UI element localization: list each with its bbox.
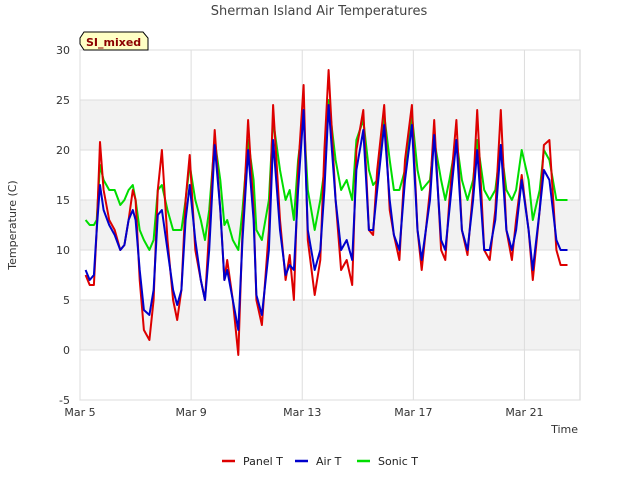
x-axis-label: Time [550, 423, 578, 436]
legend: Panel T Air T Sonic T [222, 455, 418, 468]
chart-title: Sherman Island Air Temperatures [211, 4, 428, 19]
y-tick-label: -5 [59, 394, 70, 407]
series-lines [84, 69, 568, 356]
y-tick-label: 5 [63, 294, 70, 307]
x-tick-label: Mar 9 [175, 406, 206, 419]
grid-bands [80, 100, 580, 350]
series-line-air-t [84, 104, 568, 331]
badge-text: SI_mixed [86, 36, 141, 49]
y-axis-ticks: -5 0 5 10 15 20 25 30 [56, 44, 70, 407]
grid-band [80, 300, 580, 350]
x-tick-label: Mar 13 [283, 406, 321, 419]
site-badge: SI_mixed [79, 31, 149, 51]
x-tick-label: Mar 21 [505, 406, 543, 419]
y-axis-label: Temperature (C) [6, 180, 19, 270]
legend-label: Air T [316, 455, 342, 468]
y-tick-label: 20 [56, 144, 70, 157]
badge-box [79, 31, 149, 51]
y-tick-label: 15 [56, 194, 70, 207]
y-tick-label: 0 [63, 344, 70, 357]
x-tick-label: Mar 5 [64, 406, 95, 419]
x-tick-label: Mar 17 [394, 406, 432, 419]
x-axis-ticks: Mar 5 Mar 9 Mar 13 Mar 17 Mar 21 [64, 406, 543, 419]
legend-label: Panel T [243, 455, 283, 468]
legend-label: Sonic T [378, 455, 418, 468]
y-tick-label: 30 [56, 44, 70, 57]
y-tick-label: 10 [56, 244, 70, 257]
y-tick-label: 25 [56, 94, 70, 107]
